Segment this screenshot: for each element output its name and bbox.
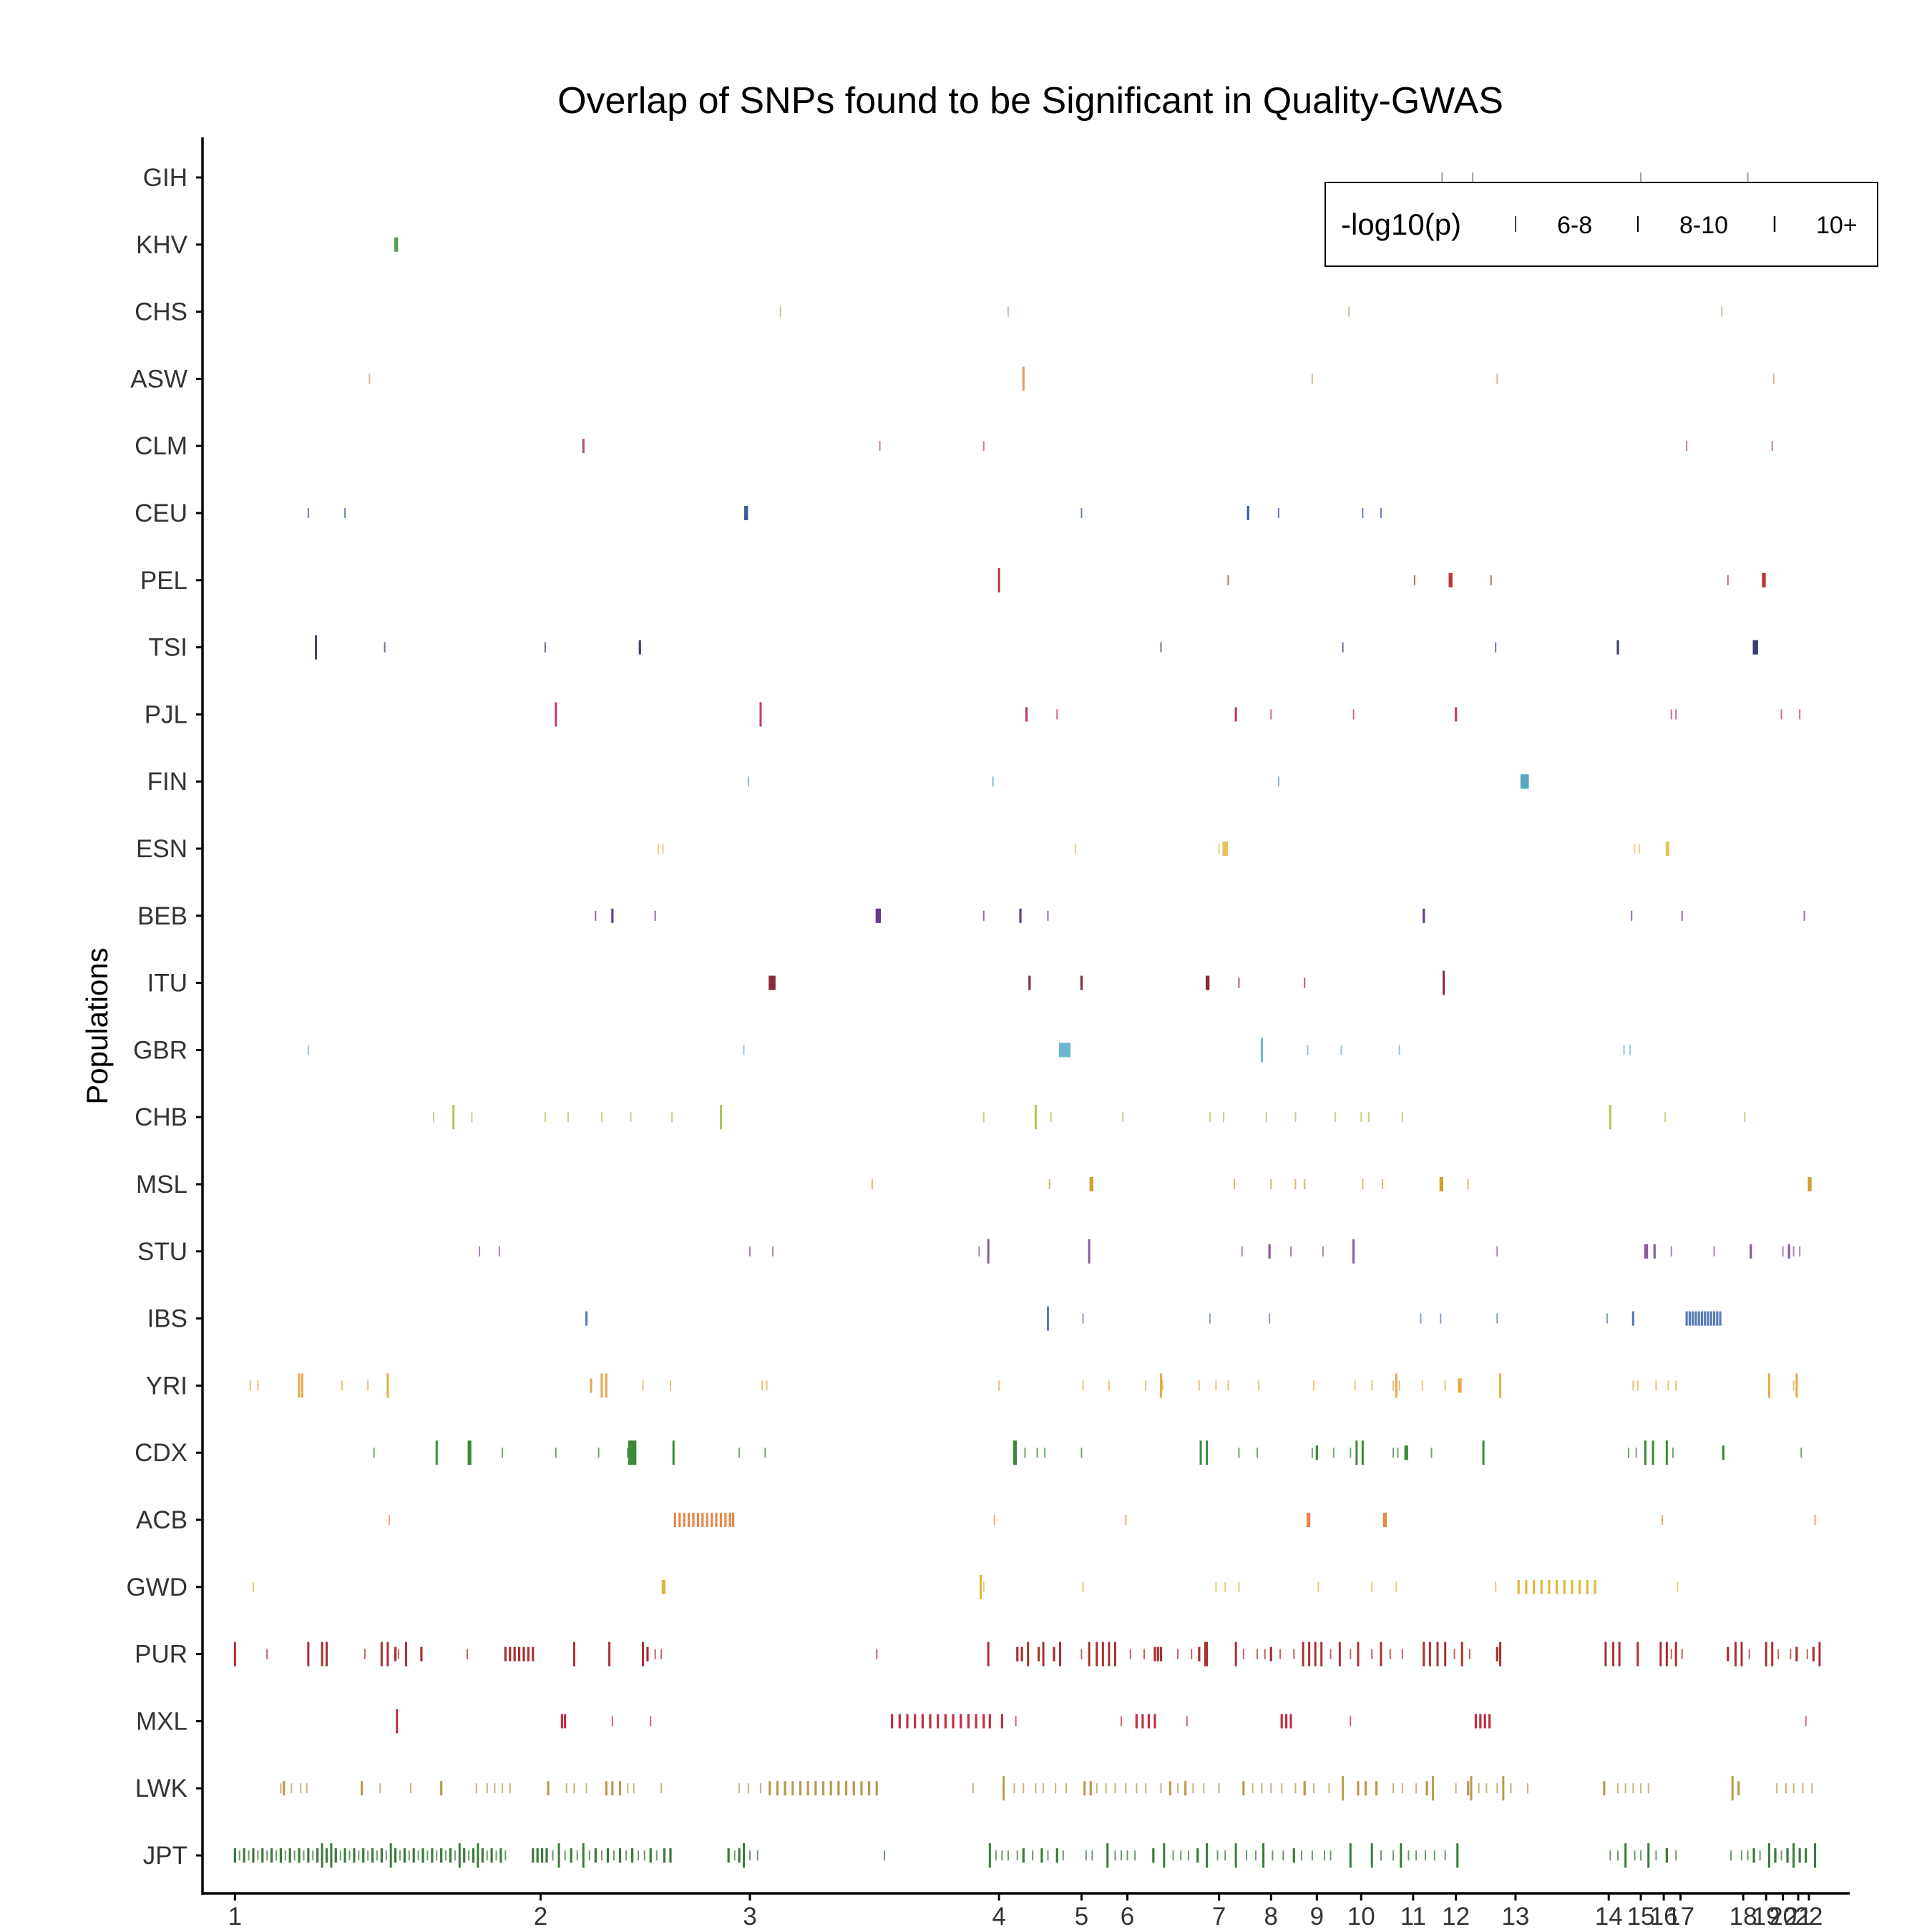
series-cdx [373,1440,1802,1465]
y-tick-label-ceu: CEU [135,499,187,527]
series-msl [871,1177,1812,1191]
legend: -log10(p) 6-8 8-10 10+ [1324,182,1878,267]
y-tick-label-tsi: TSI [149,634,187,662]
series-pel [997,567,1766,592]
y-tick-label-cdx: CDX [135,1439,187,1467]
series-chs [779,306,1723,317]
y-tick-label-chb: CHB [135,1103,187,1131]
x-tick-label-chr17: 17 [1667,1903,1694,1931]
y-tick-label-gbr: GBR [133,1036,187,1064]
y-tick-label-beb: BEB [137,902,187,930]
series-jpt [233,1843,1817,1868]
x-tick-label-chr9: 9 [1310,1903,1324,1931]
y-tick-label-gih: GIH [143,164,187,192]
x-tick-label-chr15: 15 [1627,1903,1655,1931]
y-axis-ticks: GIH KHV CHS ASW CLM CEU PEL TSI PJL FIN ESN BEB ITU G… [126,164,203,1870]
series-pjl [555,702,1801,727]
series-khv [394,237,399,252]
x-tick-label-chr10: 10 [1347,1903,1375,1931]
y-tick-label-mxl: MXL [136,1707,187,1735]
series-gwd [252,1574,1679,1599]
y-tick-label-yri: YRI [146,1372,187,1400]
series-acb [389,1513,1816,1527]
x-tick-label-chr20: 20 [1769,1903,1797,1931]
y-tick-label-fin: FIN [147,768,187,796]
x-tick-label-chr21: 21 [1785,1903,1813,1931]
y-tick-label-ibs: IBS [147,1305,187,1333]
y-tick-label-pur: PUR [135,1641,187,1669]
y-tick-label-pjl: PJL [145,701,187,728]
y-tick-label-chs: CHS [135,298,187,326]
series-itu [769,970,1445,995]
snp-marks [233,172,1821,1868]
series-asw [369,366,1775,391]
legend-label-8-10: 8-10 [1679,212,1728,239]
y-tick-label-clm: CLM [135,432,187,460]
series-tsi [315,635,1758,660]
series-chb [432,1105,1746,1130]
legend-title: -log10(p) [1341,208,1461,241]
y-tick-label-lwk: LWK [135,1775,187,1802]
x-tick-label-chr4: 4 [992,1903,1005,1931]
series-beb [595,908,1805,923]
x-tick-label-chr22: 22 [1795,1903,1823,1931]
x-tick-label-chr18: 18 [1729,1903,1757,1931]
x-tick-label-chr8: 8 [1264,1903,1278,1931]
series-ibs [585,1306,1722,1331]
x-tick-label-chr13: 13 [1501,1903,1529,1931]
x-tick-label-chr1: 1 [228,1903,242,1931]
series-stu [479,1239,1801,1264]
series-gih [1441,172,1749,182]
series-mxl [396,1709,1807,1734]
series-fin [747,774,1529,789]
series-lwk [280,1776,1813,1801]
y-axis-title: Populations [80,947,114,1105]
x-tick-label-chr14: 14 [1595,1903,1623,1931]
x-tick-label-chr6: 6 [1121,1903,1134,1931]
y-tick-label-gwd: GWD [126,1574,187,1601]
x-tick-label-chr16: 16 [1650,1903,1678,1931]
x-tick-label-chr19: 19 [1752,1903,1780,1931]
series-pur [233,1641,1821,1667]
y-tick-label-acb: ACB [136,1506,187,1534]
x-tick-label-chr5: 5 [1075,1903,1088,1931]
series-ceu [307,506,1382,520]
x-tick-label-chr12: 12 [1442,1903,1470,1931]
legend-box [1324,182,1878,267]
series-gbr [307,1038,1631,1063]
x-tick-label-chr7: 7 [1212,1903,1226,1931]
x-tick-label-chr3: 3 [743,1903,756,1931]
x-tick-label-chr11: 11 [1400,1903,1426,1931]
series-yri [249,1373,1798,1398]
y-tick-label-itu: ITU [147,970,187,997]
y-tick-label-jpt: JPT [143,1842,187,1870]
y-tick-label-msl: MSL [136,1171,187,1199]
chart-title: Overlap of SNPs found to be Significant … [557,80,1503,122]
series-esn [657,841,1670,856]
y-tick-label-khv: KHV [136,231,188,259]
legend-label-6-8: 6-8 [1557,212,1592,239]
y-tick-label-asw: ASW [130,365,187,393]
y-tick-label-pel: PEL [140,567,187,595]
series-clm [582,439,1773,454]
y-tick-label-esn: ESN [136,835,187,863]
x-tick-label-chr2: 2 [534,1903,547,1931]
y-tick-label-stu: STU [137,1238,187,1266]
legend-label-10-plus: 10+ [1816,212,1858,239]
